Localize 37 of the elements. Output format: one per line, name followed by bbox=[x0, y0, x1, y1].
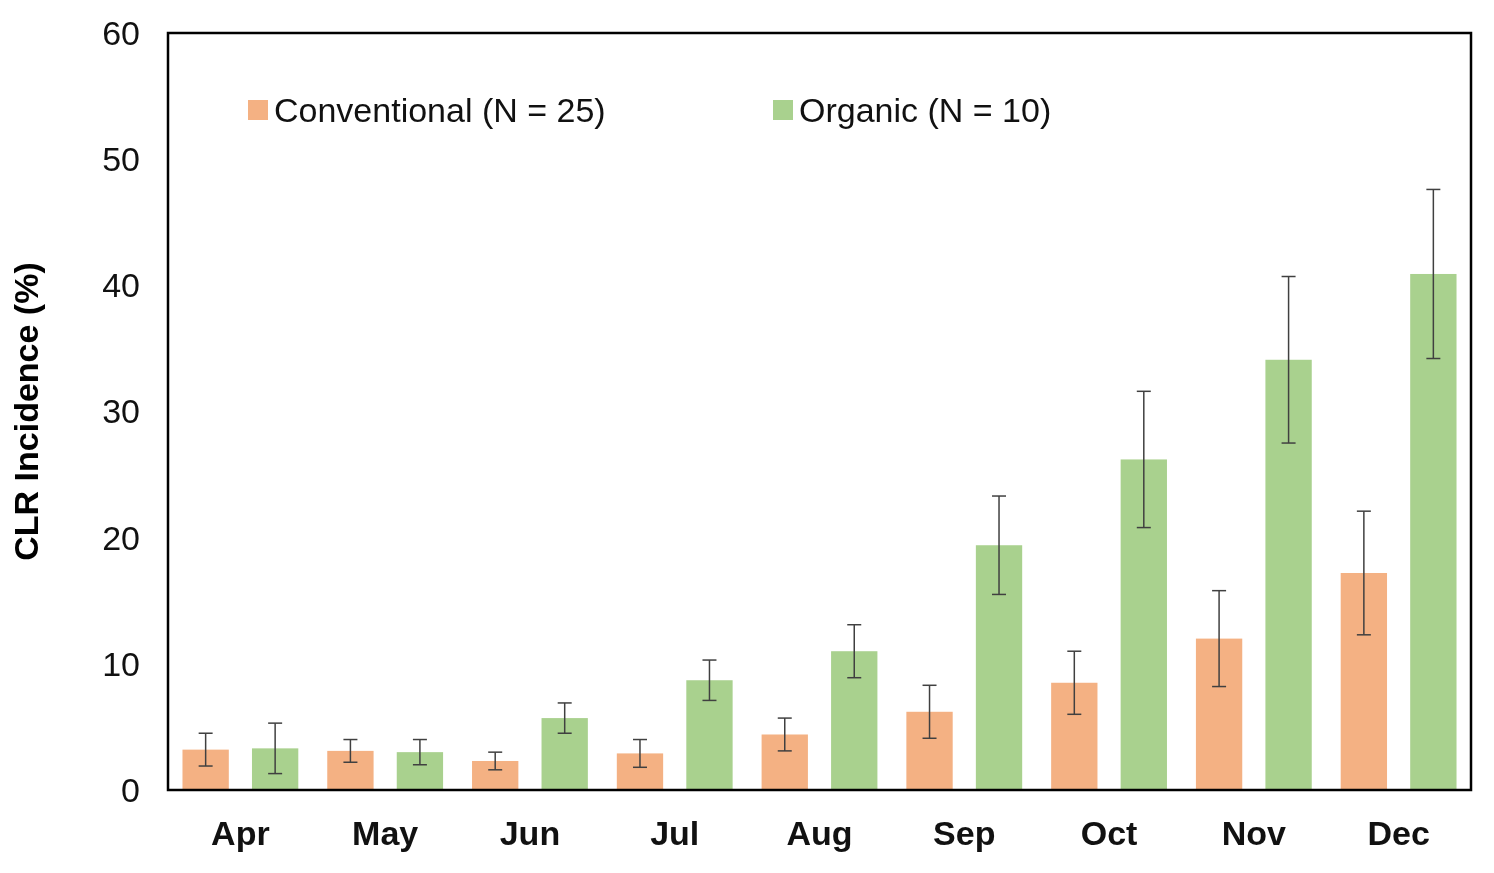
bar bbox=[831, 651, 878, 790]
bar bbox=[541, 718, 588, 790]
bar bbox=[686, 680, 733, 790]
bar bbox=[396, 752, 444, 790]
y-tick-label: 0 bbox=[121, 770, 140, 809]
y-tick-label: 50 bbox=[102, 140, 140, 179]
y-tick-label: 30 bbox=[102, 392, 140, 431]
legend-label: Conventional (N = 25) bbox=[274, 90, 606, 129]
y-tick-label: 40 bbox=[102, 266, 140, 305]
x-tick-label: Aug bbox=[786, 814, 853, 852]
x-tick-label: Sep bbox=[933, 814, 996, 852]
bar bbox=[616, 753, 664, 790]
bar bbox=[472, 760, 519, 790]
bar bbox=[761, 734, 808, 790]
bar bbox=[1120, 459, 1167, 790]
y-tick-label: 10 bbox=[102, 644, 140, 683]
x-tick-label: Jul bbox=[650, 814, 700, 852]
bar bbox=[251, 748, 299, 790]
x-tick-label: Dec bbox=[1367, 814, 1430, 852]
y-tick-label: 20 bbox=[102, 518, 140, 557]
bar bbox=[1265, 359, 1312, 790]
y-tick-label: 60 bbox=[102, 13, 140, 52]
bar bbox=[182, 749, 229, 790]
y-axis-title: CLR Incidence (%) bbox=[7, 262, 45, 561]
x-tick-label: May bbox=[352, 814, 419, 852]
bar bbox=[1195, 638, 1243, 790]
bar bbox=[327, 750, 374, 790]
bar bbox=[1051, 682, 1098, 790]
legend-label: Organic (N = 10) bbox=[799, 90, 1052, 129]
x-tick-label: Apr bbox=[211, 814, 270, 852]
x-tick-label: Jun bbox=[499, 814, 561, 852]
x-tick-label: Nov bbox=[1221, 814, 1287, 852]
bar bbox=[1410, 273, 1457, 790]
bar bbox=[975, 545, 1023, 790]
bar bbox=[906, 711, 953, 790]
bar bbox=[1340, 572, 1388, 790]
x-tick-label: Oct bbox=[1080, 814, 1138, 852]
